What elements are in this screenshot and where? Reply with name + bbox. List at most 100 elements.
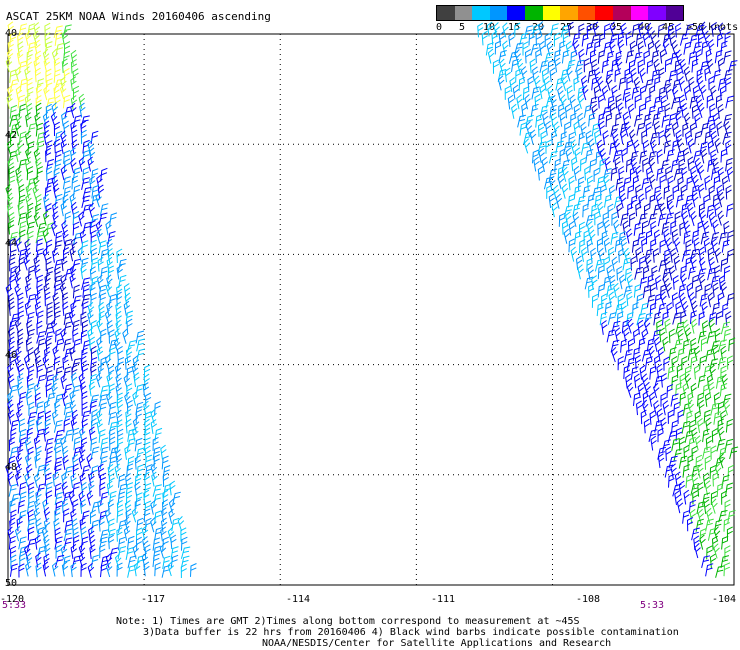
wind-barb [150,499,157,515]
wind-barb [45,256,52,272]
wind-barb [637,231,646,245]
wind-barb [64,465,73,479]
wind-barb [27,518,36,532]
wind-barb [8,437,16,452]
wind-barb [615,57,623,73]
wind-barb [679,373,686,388]
wind-barb [46,301,53,317]
wind-barb [17,373,24,388]
wind-barb [134,455,142,470]
wind-barb [691,229,700,244]
wind-barb [591,76,599,91]
wind-barb [7,21,14,37]
wind-barb [104,354,112,370]
wind-barb [108,456,117,470]
wind-barb [553,121,560,137]
wind-barb [10,509,17,524]
wind-barb [547,59,555,74]
wind-barb [80,311,87,326]
scale-label-3: 15 [508,22,521,33]
wind-barb [594,258,605,272]
wind-barb [644,356,653,370]
scale-swatch-9 [595,6,613,20]
lat-label-48: 48 [5,462,18,473]
wind-barb [694,130,702,145]
wind-barb [106,320,113,335]
wind-barb [707,39,715,55]
wind-barb [659,327,666,343]
wind-barb [653,336,661,353]
wind-barb [720,365,727,380]
wind-barb [72,463,79,478]
wind-barb [656,149,663,164]
wind-barb [54,266,61,281]
wind-barb [651,265,658,280]
wind-barb [114,445,121,461]
wind-barb [701,320,709,335]
wind-barb [694,410,701,426]
wind-barb [43,120,50,136]
wind-barb [17,201,24,217]
wind-barb [24,66,31,82]
wind-barb [36,132,45,145]
wind-barb [62,94,71,109]
wind-barb [712,193,720,208]
wind-barb [694,113,701,128]
wind-barb [60,139,68,155]
wind-barb [697,330,707,344]
wind-barb [61,471,68,487]
wind-barb [726,292,735,307]
wind-barb [718,339,727,353]
wind-barb [676,498,684,514]
wind-barb [527,76,534,91]
wind-barb [80,437,88,452]
wind-barb [19,437,27,451]
wind-barb [63,186,72,200]
wind-barb [692,150,702,163]
wind-barb [635,201,642,217]
wind-barb [27,419,35,433]
wind-barb [583,104,593,118]
wind-barb [8,345,15,361]
wind-barb [691,445,698,461]
wind-barb [633,373,641,389]
wind-barb [568,220,575,236]
wind-barb [726,355,734,370]
wind-barb [27,293,36,307]
wind-barb [683,41,692,55]
wind-barb [53,84,60,100]
wind-barb [668,265,676,281]
wind-barb [125,508,132,524]
wind-barb [515,68,522,83]
wind-barb [690,355,698,370]
wind-barb [676,66,683,82]
wind-barb [717,167,725,182]
wind-barb [577,93,585,109]
wind-barb [7,399,14,415]
wind-barb [696,501,706,515]
wind-barb [707,267,716,281]
wind-barb [553,49,562,64]
wind-barb [131,363,139,379]
wind-barb [55,500,63,515]
wind-barb [70,201,78,218]
wind-barb [8,374,15,390]
wind-barb [577,264,584,280]
wind-barb [639,85,647,100]
wind-barb [558,103,565,118]
wind-barb [688,51,697,65]
wind-barb [721,373,728,390]
wind-barb [630,366,639,380]
wind-barb [607,95,615,110]
wind-barb [68,490,76,506]
wind-barb [592,21,600,37]
wind-barb [647,213,658,226]
wind-barb [572,32,581,46]
wind-barb [61,111,68,127]
wind-barb [622,257,631,271]
wind-barb [623,285,633,298]
wind-barb [24,300,32,316]
wind-barb [54,95,61,110]
wind-barb [649,302,657,317]
wind-barb [726,166,734,182]
